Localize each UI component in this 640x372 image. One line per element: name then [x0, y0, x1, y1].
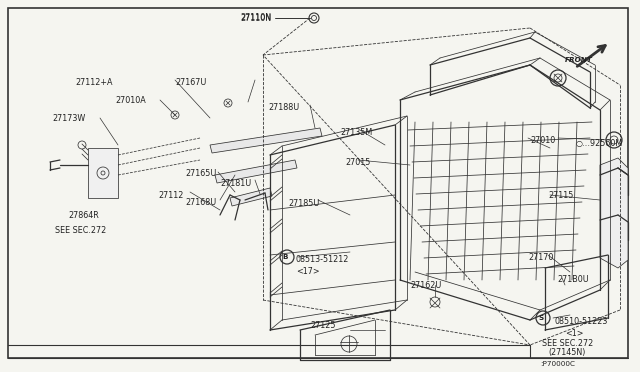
- Text: S: S: [538, 315, 543, 321]
- Text: 08513-51212: 08513-51212: [296, 256, 349, 264]
- Text: B: B: [282, 254, 288, 260]
- Text: (27145N): (27145N): [548, 347, 586, 356]
- Text: 27112+A: 27112+A: [75, 77, 113, 87]
- Text: 27010: 27010: [530, 135, 556, 144]
- Text: :P70000C: :P70000C: [540, 361, 575, 367]
- Text: FRONT: FRONT: [565, 57, 593, 63]
- Text: 27125: 27125: [310, 321, 335, 330]
- Text: 27181U: 27181U: [220, 179, 252, 187]
- Text: 27015: 27015: [345, 157, 371, 167]
- Text: <17>: <17>: [296, 267, 319, 276]
- Text: ○…92560M: ○…92560M: [576, 138, 623, 148]
- Text: SEE SEC.272: SEE SEC.272: [542, 339, 593, 347]
- Text: 27173W: 27173W: [52, 113, 85, 122]
- Polygon shape: [600, 158, 628, 268]
- Text: 27135M: 27135M: [340, 128, 372, 137]
- Text: 27188U: 27188U: [268, 103, 300, 112]
- Text: 27010A: 27010A: [115, 96, 146, 105]
- Text: 27110N: 27110N: [240, 13, 271, 22]
- Text: 27110N: 27110N: [240, 13, 271, 22]
- Text: 27167U: 27167U: [175, 77, 206, 87]
- Text: 27112: 27112: [158, 190, 184, 199]
- Text: 27115: 27115: [548, 190, 573, 199]
- Text: 27864R: 27864R: [68, 211, 99, 219]
- Text: 27170: 27170: [528, 253, 554, 263]
- Polygon shape: [210, 128, 322, 153]
- Text: 27165U: 27165U: [185, 169, 216, 177]
- Text: <1>: <1>: [565, 330, 584, 339]
- Text: 271B0U: 271B0U: [557, 276, 589, 285]
- Text: SEE SEC.272: SEE SEC.272: [55, 225, 106, 234]
- Text: 27168U: 27168U: [185, 198, 216, 206]
- Polygon shape: [215, 160, 297, 183]
- Text: 08510-51223: 08510-51223: [555, 317, 609, 327]
- Text: 27162U: 27162U: [410, 280, 442, 289]
- Polygon shape: [230, 188, 272, 206]
- Text: 27185U: 27185U: [288, 199, 319, 208]
- Polygon shape: [88, 148, 118, 198]
